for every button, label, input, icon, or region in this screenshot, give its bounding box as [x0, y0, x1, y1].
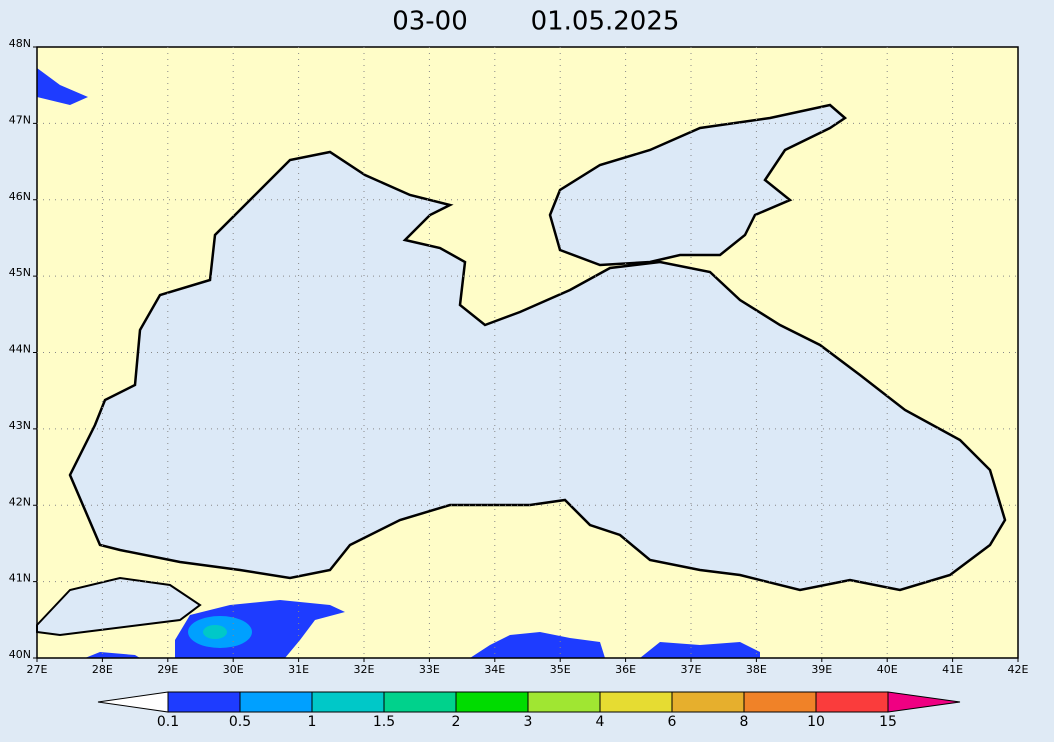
lon-label: 39E — [811, 663, 832, 676]
lat-label: 41N — [9, 572, 31, 585]
title-time: 03-00 — [392, 7, 468, 37]
precip-area — [640, 642, 760, 658]
lat-label: 44N — [9, 343, 31, 356]
lat-label: 40N — [9, 648, 31, 661]
lon-label: 37E — [681, 663, 702, 676]
colorbar-segment — [815, 691, 889, 713]
colorbar-label: 1 — [308, 714, 317, 730]
map: 27E 28E 29E 30E 31E 32E 33E 34E 35E 36E 37E 38E 39E 4… — [9, 37, 1029, 676]
colorbar-label: 2 — [452, 714, 461, 730]
colorbar-label: 0.1 — [157, 714, 179, 730]
lon-label: 31E — [288, 663, 309, 676]
colorbar-label: 15 — [879, 714, 897, 730]
precip-area — [203, 625, 227, 639]
lat-label: 42N — [9, 495, 31, 508]
lon-label: 30E — [223, 663, 244, 676]
sea-of-azov — [548, 103, 848, 267]
lon-label: 27E — [27, 663, 48, 676]
lon-label: 40E — [877, 663, 898, 676]
lat-label: 45N — [9, 266, 31, 279]
precip-area — [470, 632, 605, 658]
title-date: 01.05.2025 — [531, 7, 680, 37]
lat-label: 46N — [9, 190, 31, 203]
colorbar-segment — [239, 691, 313, 713]
colorbar-label: 1.5 — [373, 714, 395, 730]
colorbar-segment — [599, 691, 673, 713]
colorbar-segment — [383, 691, 457, 713]
colorbar-label: 0.5 — [229, 714, 251, 730]
lon-label: 41E — [942, 663, 963, 676]
precip-area — [85, 652, 140, 658]
lon-label: 38E — [746, 663, 767, 676]
colorbar-segment — [311, 691, 385, 713]
lon-label: 35E — [550, 663, 571, 676]
lat-label: 48N — [9, 37, 31, 50]
colorbar-label: 6 — [668, 714, 677, 730]
colorbar-segment — [527, 691, 601, 713]
colorbar-label: 4 — [596, 714, 605, 730]
lon-label: 34E — [484, 663, 505, 676]
lat-label: 47N — [9, 113, 31, 126]
precip-area — [37, 68, 88, 105]
colorbar-segment — [167, 691, 241, 713]
colorbar-label: 10 — [807, 714, 825, 730]
colorbar-label: 3 — [524, 714, 533, 730]
colorbar-segment — [671, 691, 745, 713]
lon-label: 42E — [1008, 663, 1029, 676]
lon-label: 28E — [92, 663, 113, 676]
lon-label: 29E — [157, 663, 178, 676]
colorbar: 0.1 0.5 1 1.5 2 3 4 6 8 10 15 — [97, 691, 961, 730]
lon-label: 32E — [354, 663, 375, 676]
colorbar-segment — [455, 691, 529, 713]
colorbar-label: 8 — [740, 714, 749, 730]
lon-label: 36E — [615, 663, 636, 676]
colorbar-segment — [743, 691, 817, 713]
lon-label: 33E — [419, 663, 440, 676]
lat-label: 43N — [9, 419, 31, 432]
